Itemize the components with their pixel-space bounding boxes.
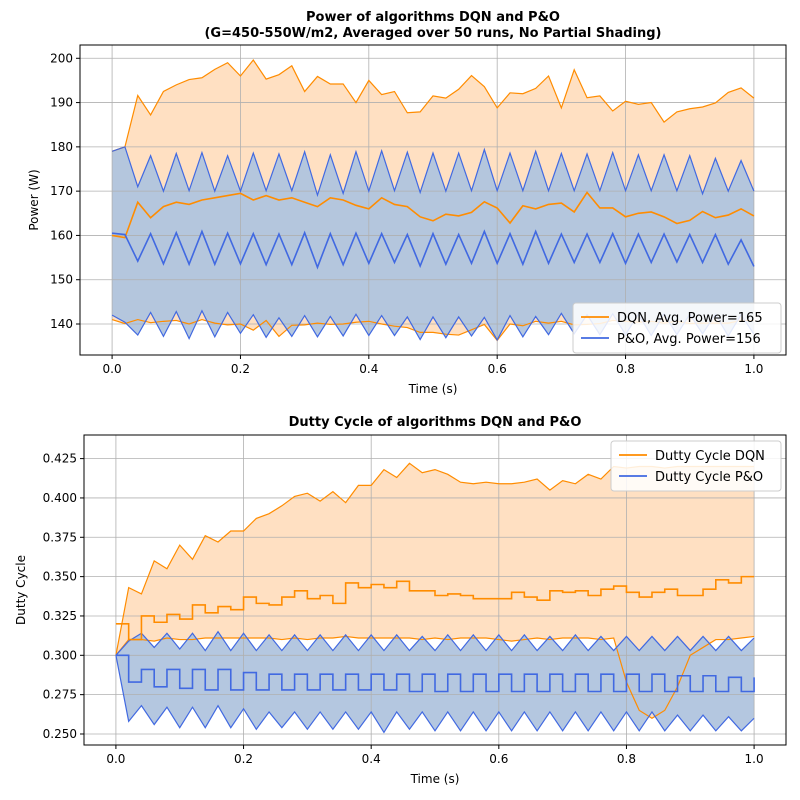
upper-bound-line-series-1 (111, 59, 755, 152)
legend-entry-label: Dutty Cycle DQN (655, 449, 765, 464)
y-tick-label: 0.325 (43, 609, 77, 623)
y-tick-label: 160 (50, 228, 73, 242)
x-tick-label: 0.6 (489, 752, 508, 766)
plot-frame (79, 44, 787, 356)
y-axis-label: Power (W) (27, 169, 41, 230)
x-tick-label: 0.2 (234, 752, 253, 766)
y-tick-label: 0.425 (43, 452, 77, 466)
y-tick-label: 200 (50, 51, 73, 65)
y-axis-label: Dutty Cycle (14, 555, 28, 625)
plot-frame (83, 434, 787, 746)
mean-line-series-1 (111, 191, 755, 239)
x-tick-label: 0.2 (231, 362, 250, 376)
x-axis-label: Time (s) (410, 772, 460, 786)
y-tick-label: 180 (50, 140, 73, 154)
legend-entry-label: DQN, Avg. Power=165 (617, 311, 763, 326)
mean-line-series-1 (115, 575, 755, 641)
x-tick-label: 1.0 (744, 362, 763, 376)
x-tick-label: 0.0 (103, 362, 122, 376)
mean-line-series-2 (115, 654, 755, 693)
legend: Dutty Cycle DQN Dutty Cycle P&O (610, 440, 782, 492)
x-tick-label: 0.8 (617, 752, 636, 766)
legend-box (610, 440, 782, 492)
y-tick-label: 150 (50, 273, 73, 287)
x-axis-label: Time (s) (408, 382, 458, 396)
band-fill-series-2 (112, 146, 754, 340)
upper-bound-line-series-2 (111, 146, 755, 198)
legend-entry-label: P&O, Avg. Power=156 (617, 332, 761, 347)
x-tick-label: 0.8 (616, 362, 635, 376)
y-tick-label: 0.400 (43, 491, 77, 505)
y-tick-label: 140 (50, 317, 73, 331)
legend-box (572, 302, 782, 354)
y-tick-label: 0.375 (43, 530, 77, 544)
chart-title-line: Power of algorithms DQN and P&O (306, 10, 560, 25)
y-tick-label: 170 (50, 184, 73, 198)
lower-bound-line-series-2 (115, 655, 755, 734)
chart-1: Power of algorithms DQN and P&O(G=450-55… (27, 10, 787, 396)
y-tick-label: 190 (50, 96, 73, 110)
chart-2: Dutty Cycle of algorithms DQN and P&O 0.0… (14, 415, 787, 786)
upper-bound-line-series-2 (115, 630, 755, 656)
legend-entry-label: Dutty Cycle P&O (655, 470, 763, 485)
x-tick-label: 0.4 (362, 752, 381, 766)
x-tick-label: 0.6 (488, 362, 507, 376)
mean-line-series-2 (112, 229, 755, 270)
y-tick-label: 0.275 (43, 688, 77, 702)
x-tick-label: 1.0 (745, 752, 764, 766)
chart-title-line: (G=450-550W/m2, Averaged over 50 runs, N… (204, 26, 661, 41)
y-tick-label: 0.350 (43, 570, 77, 584)
y-tick-label: 0.250 (43, 727, 77, 741)
y-tick-label: 0.300 (43, 648, 77, 662)
x-tick-label: 0.4 (359, 362, 378, 376)
x-tick-label: 0.0 (106, 752, 125, 766)
chart-title-line: Dutty Cycle of algorithms DQN and P&O (289, 415, 582, 430)
legend: DQN, Avg. Power=165 P&O, Avg. Power=156 (572, 302, 782, 354)
